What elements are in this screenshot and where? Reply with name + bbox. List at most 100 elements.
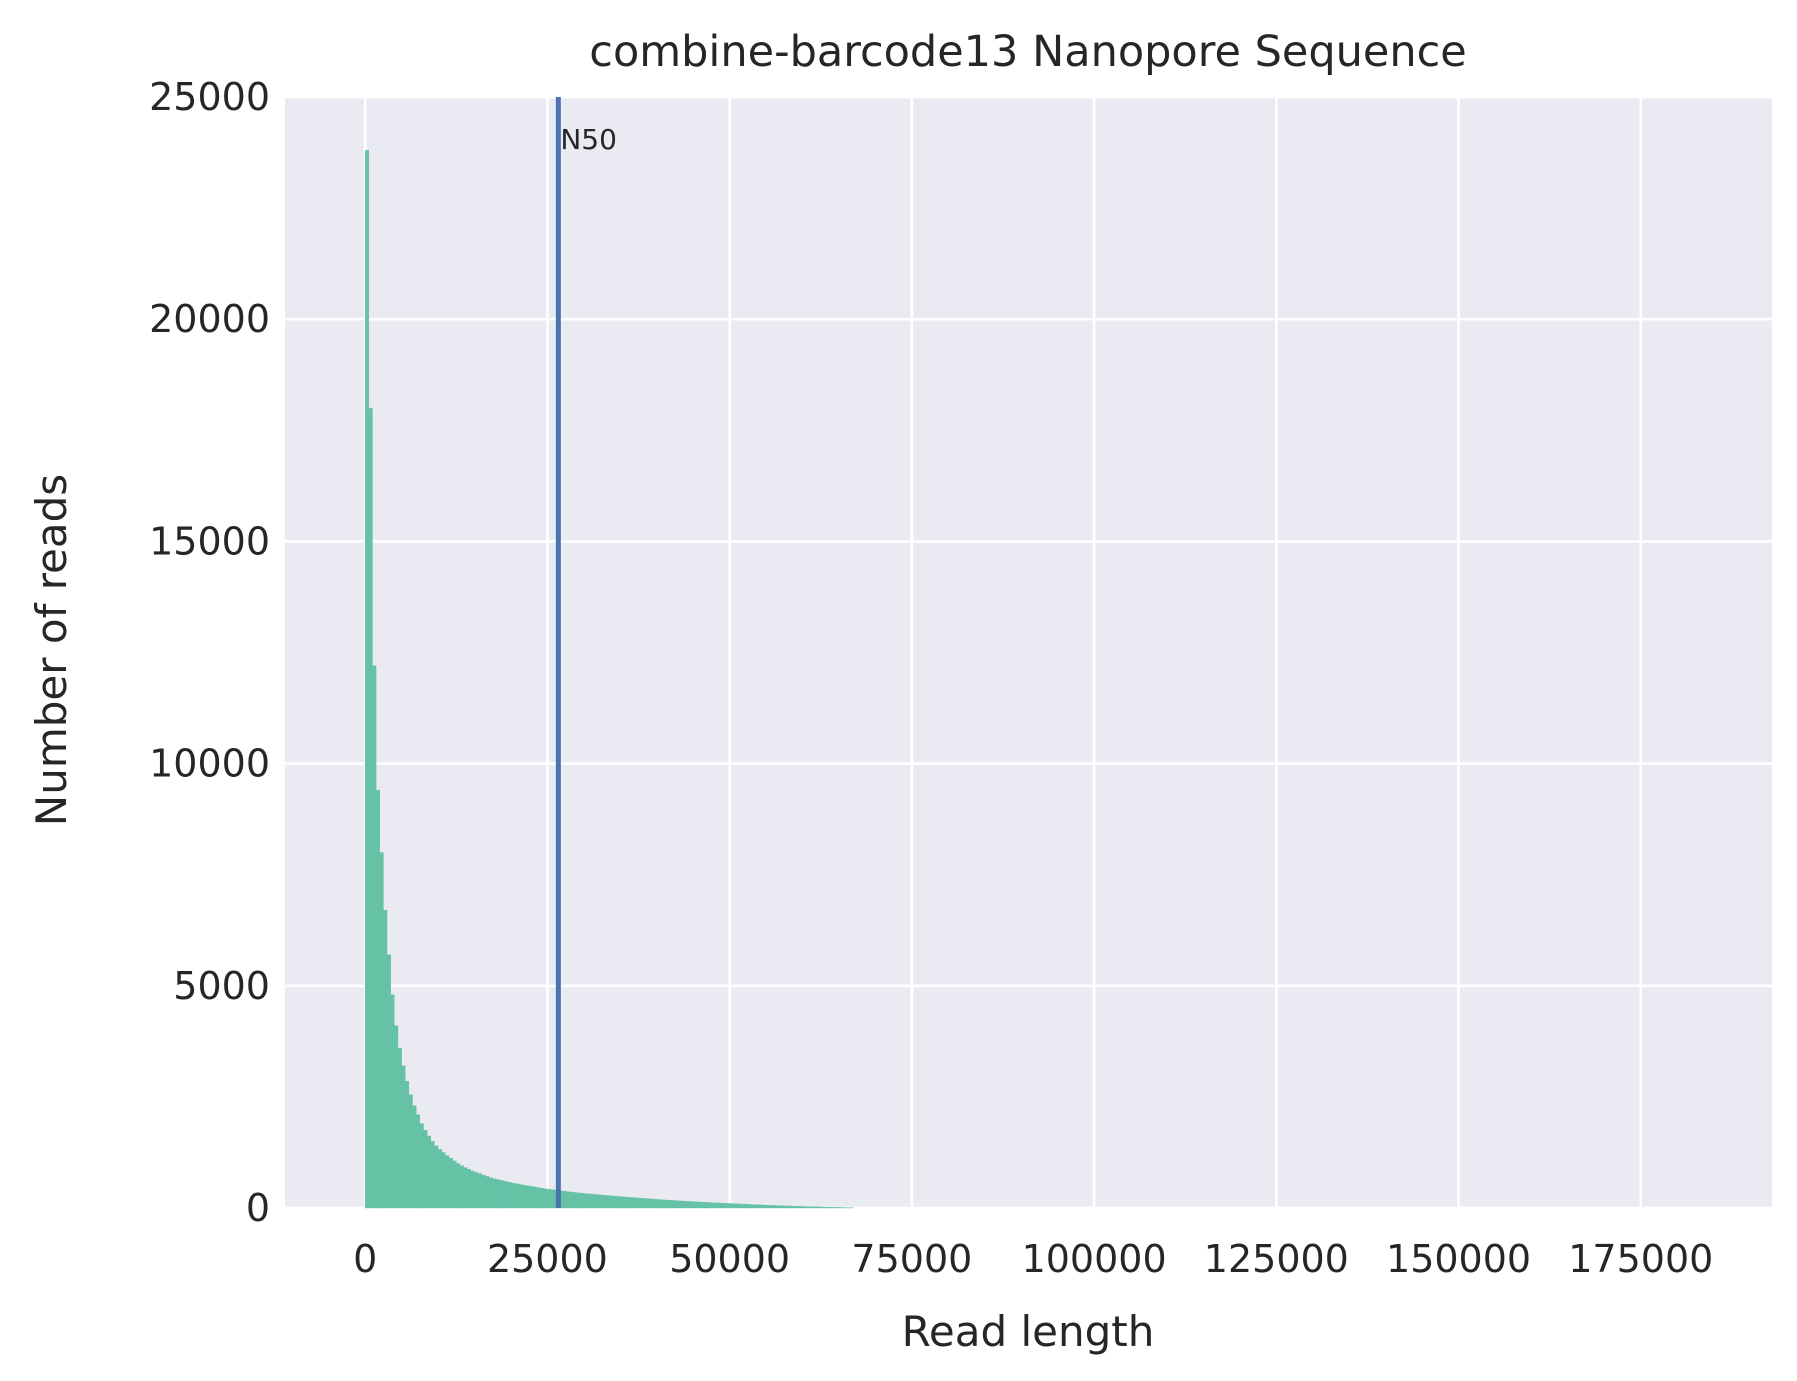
y-tick-label: 5000 — [173, 964, 270, 1008]
histogram-bar — [368, 407, 373, 1209]
histogram-bar — [671, 1200, 676, 1209]
histogram-bar — [372, 665, 377, 1209]
histogram-bar — [722, 1203, 727, 1209]
histogram-bar — [784, 1205, 789, 1209]
histogram-bar — [787, 1205, 792, 1209]
histogram-bar — [612, 1195, 617, 1209]
x-axis-title: Read length — [902, 1307, 1155, 1356]
histogram-bar — [543, 1188, 548, 1209]
histogram-bar — [383, 910, 388, 1209]
histogram-bar — [689, 1201, 694, 1209]
histogram-bar — [780, 1205, 785, 1209]
histogram-bar — [660, 1199, 665, 1209]
histogram-bar — [700, 1201, 705, 1209]
y-tick-label: 25000 — [149, 75, 270, 119]
histogram-bar — [627, 1197, 632, 1209]
histogram-bar — [510, 1182, 515, 1209]
histogram-bar — [405, 1081, 410, 1209]
gridlines — [285, 95, 1772, 1210]
histogram-bar — [795, 1206, 800, 1209]
y-tick-label: 15000 — [149, 519, 270, 563]
histogram-bar — [696, 1201, 701, 1209]
histogram-bar — [652, 1199, 657, 1209]
histogram-bar — [423, 1130, 428, 1209]
histogram-bar — [638, 1197, 643, 1209]
histogram-bar — [565, 1191, 570, 1209]
histogram-bar — [539, 1188, 544, 1209]
histogram-bar — [525, 1185, 530, 1209]
histogram-bar — [594, 1194, 599, 1209]
histogram-bar — [474, 1172, 479, 1209]
histogram-bar — [430, 1141, 435, 1209]
histogram-bar — [835, 1207, 840, 1209]
y-axis-title: Number of reads — [27, 474, 76, 826]
histogram-bar — [685, 1201, 690, 1209]
tick-labels: 0 25000 50000 75000 100000 125000 150000 175000… — [149, 75, 1713, 1281]
histogram-bar — [711, 1202, 716, 1209]
histogram-bar — [736, 1203, 741, 1209]
histogram-bar — [813, 1206, 818, 1209]
histogram-bar — [386, 954, 391, 1209]
histogram-bar — [518, 1184, 523, 1209]
histogram-bar — [707, 1202, 712, 1209]
histogram-bar — [419, 1123, 424, 1209]
histogram-bar — [824, 1206, 829, 1209]
histogram-bar — [729, 1203, 734, 1209]
histogram-bar — [445, 1155, 450, 1209]
histogram-bar — [663, 1199, 668, 1209]
histogram-bar — [499, 1180, 504, 1209]
histogram-bar — [426, 1135, 431, 1209]
histogram-bar — [802, 1206, 807, 1209]
histogram-bar — [798, 1206, 803, 1209]
histogram-bar — [667, 1200, 672, 1209]
histogram-bar — [437, 1149, 442, 1209]
histogram-bar — [590, 1194, 595, 1209]
histogram-bar — [776, 1205, 781, 1209]
histogram-bar — [791, 1205, 796, 1209]
histogram-bar — [623, 1196, 628, 1209]
y-tick-label: 0 — [246, 1186, 270, 1230]
histogram-bar — [514, 1183, 519, 1209]
histogram-bar — [645, 1198, 650, 1209]
histogram-bar — [718, 1202, 723, 1209]
histogram-bar — [762, 1204, 767, 1209]
histogram-bar — [692, 1201, 698, 1209]
histogram-bar — [507, 1182, 512, 1209]
x-tick-label: 75000 — [851, 1237, 972, 1281]
histogram-bar — [758, 1204, 763, 1209]
histogram-bar — [809, 1206, 814, 1209]
x-tick-label: 125000 — [1204, 1237, 1349, 1281]
histogram-bar — [397, 1047, 402, 1209]
histogram-bar — [452, 1160, 457, 1209]
histogram-bar — [550, 1189, 555, 1209]
histogram-bar — [773, 1205, 778, 1209]
histogram-bar — [714, 1202, 719, 1209]
histogram-bar — [598, 1194, 603, 1209]
histogram-bar — [751, 1204, 756, 1209]
x-tick-label: 50000 — [669, 1237, 790, 1281]
histogram-bar — [616, 1196, 621, 1209]
x-tick-label: 175000 — [1568, 1237, 1713, 1281]
histogram-bar — [769, 1205, 774, 1209]
x-tick-label: 150000 — [1386, 1237, 1531, 1281]
plot-area-background — [285, 97, 1772, 1208]
histogram-bar — [488, 1177, 493, 1209]
y-tick-label: 20000 — [149, 297, 270, 341]
histogram-bar — [605, 1195, 610, 1209]
histogram-bar — [441, 1152, 446, 1209]
histogram-bar — [492, 1178, 497, 1209]
histogram-bar — [485, 1176, 490, 1209]
histogram-bar — [528, 1186, 534, 1209]
histogram-bar — [379, 852, 384, 1209]
histogram-bar — [827, 1207, 832, 1209]
histogram-bar — [631, 1197, 636, 1209]
histogram-bar — [459, 1165, 464, 1209]
histogram-bar — [609, 1195, 614, 1209]
histogram-bar — [601, 1194, 606, 1209]
histogram-bar — [678, 1200, 683, 1209]
y-tick-label: 10000 — [149, 742, 270, 786]
histogram-bar — [634, 1197, 639, 1209]
histogram-bar — [503, 1181, 508, 1209]
histogram-bar — [569, 1191, 574, 1209]
x-tick-label: 100000 — [1022, 1237, 1167, 1281]
